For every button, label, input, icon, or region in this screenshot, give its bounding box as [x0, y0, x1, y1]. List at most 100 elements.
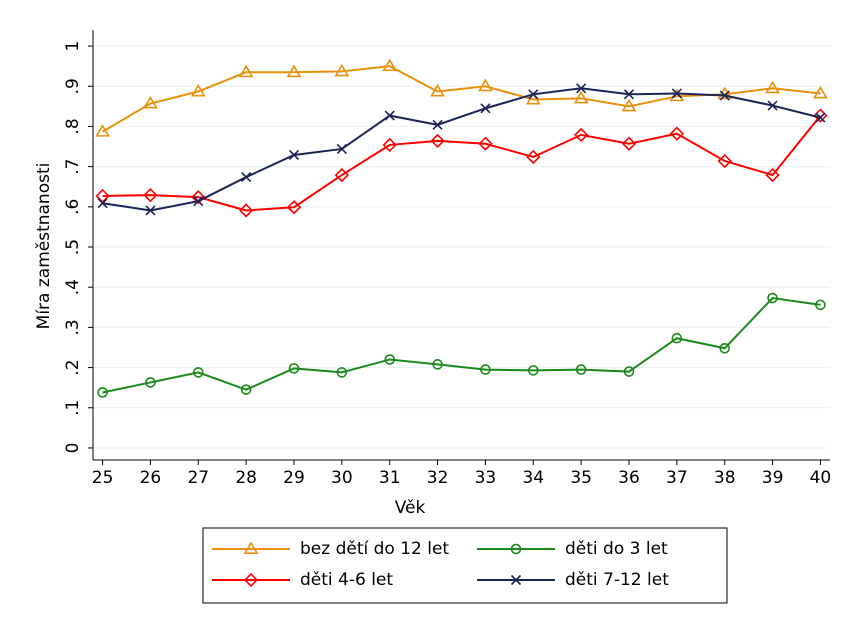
y-tick-label: .4 — [63, 279, 83, 295]
marker — [478, 78, 493, 92]
marker — [384, 110, 395, 121]
marker — [432, 119, 443, 130]
marker — [193, 196, 204, 207]
marker — [239, 203, 254, 218]
marker — [525, 91, 541, 105]
legend-label: děti 4-6 let — [300, 570, 393, 590]
y-tick-label: .7 — [63, 159, 83, 175]
marker — [336, 143, 347, 155]
marker — [478, 136, 493, 151]
y-tick-label: .6 — [63, 199, 83, 215]
x-tick-label: 28 — [235, 468, 257, 488]
marker — [145, 377, 156, 388]
marker — [623, 366, 635, 377]
x-tick-label: 40 — [810, 468, 832, 488]
marker — [143, 95, 158, 109]
legend-marker — [243, 541, 259, 554]
marker — [286, 200, 302, 215]
legend-label: děti 7-12 let — [565, 570, 669, 590]
x-tick-label: 34 — [522, 468, 544, 488]
x-tick-label: 25 — [92, 468, 114, 488]
marker — [430, 83, 445, 97]
legend-label: děti do 3 let — [565, 539, 668, 559]
marker — [95, 188, 110, 204]
legend-marker — [243, 572, 259, 588]
marker — [815, 112, 826, 123]
y-tick-label: 0 — [63, 443, 83, 454]
marker — [717, 153, 732, 169]
marker — [191, 190, 206, 205]
legend-box — [202, 527, 728, 604]
legend-marker — [510, 543, 522, 555]
marker — [334, 167, 349, 183]
y-tick-label: .2 — [63, 359, 83, 375]
legend-marker — [510, 574, 522, 586]
marker — [621, 98, 637, 112]
marker — [192, 367, 204, 378]
marker — [719, 90, 730, 101]
marker — [526, 149, 541, 165]
marker — [623, 89, 635, 100]
marker — [143, 188, 158, 203]
marker — [765, 80, 780, 94]
marker — [573, 90, 589, 104]
marker — [382, 58, 398, 72]
marker — [719, 342, 731, 354]
marker — [671, 332, 683, 344]
marker — [190, 83, 206, 97]
marker — [336, 367, 348, 378]
marker — [671, 88, 682, 99]
marker — [528, 89, 539, 100]
marker — [238, 64, 254, 78]
marker — [145, 205, 156, 216]
marker — [767, 100, 778, 111]
marker — [430, 133, 445, 149]
x-tick-label: 29 — [283, 468, 305, 488]
marker — [813, 85, 828, 99]
y-tick-label: 1 — [63, 41, 83, 52]
marker — [576, 83, 587, 94]
y-tick-label: .3 — [63, 319, 83, 335]
legend-label: bez dětí do 12 let — [300, 539, 449, 559]
series-line — [102, 296, 821, 394]
x-tick-label: 33 — [475, 468, 497, 488]
marker — [95, 124, 110, 137]
marker — [288, 363, 300, 374]
y-tick-label: .9 — [63, 78, 83, 94]
y-tick-label: .1 — [63, 400, 83, 416]
x-axis-label: Věk — [395, 498, 426, 518]
y-tick-label: .8 — [63, 118, 83, 134]
marker — [574, 127, 589, 143]
x-tick-label: 35 — [570, 468, 592, 488]
y-axis-label: Míra zaměstnanosti — [34, 163, 54, 330]
marker — [382, 137, 397, 153]
marker — [432, 359, 443, 370]
marker — [480, 364, 491, 375]
marker — [527, 365, 539, 376]
marker — [384, 354, 396, 365]
marker — [480, 103, 491, 114]
marker — [286, 64, 302, 78]
marker — [97, 387, 108, 398]
x-tick-label: 38 — [714, 468, 736, 488]
marker — [621, 136, 637, 151]
marker — [241, 172, 252, 183]
x-tick-label: 30 — [331, 468, 353, 488]
marker — [765, 167, 780, 183]
marker — [815, 299, 826, 311]
x-tick-label: 32 — [427, 468, 449, 488]
x-tick-label: 36 — [618, 468, 640, 488]
marker — [240, 384, 252, 395]
marker — [575, 364, 587, 375]
x-tick-label: 31 — [379, 468, 401, 488]
series-line — [102, 87, 821, 212]
x-tick-label: 27 — [187, 468, 209, 488]
y-tick-label: .5 — [63, 239, 83, 255]
marker — [97, 198, 108, 209]
marker — [334, 63, 350, 77]
x-tick-label: 39 — [762, 468, 784, 488]
x-tick-label: 37 — [666, 468, 688, 488]
marker — [288, 149, 300, 161]
